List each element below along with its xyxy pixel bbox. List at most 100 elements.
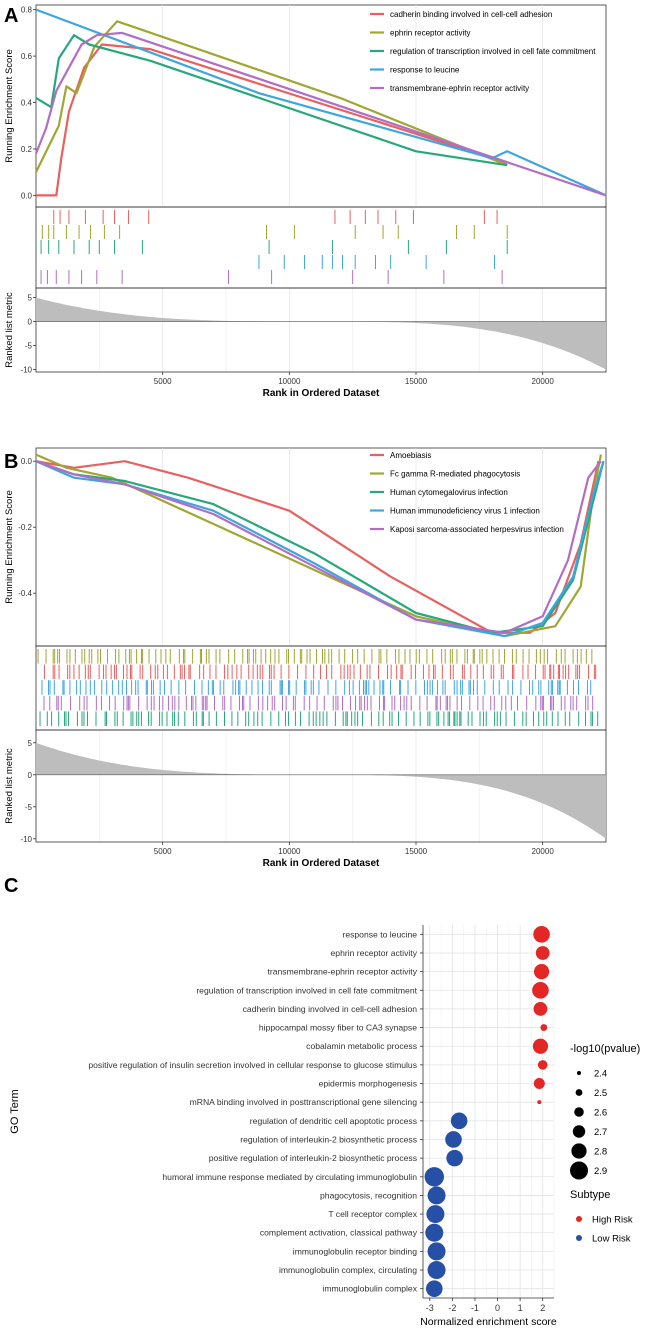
data-point xyxy=(425,1223,444,1242)
hits-frame xyxy=(35,206,607,289)
legend-label: response to leucine xyxy=(390,66,460,75)
y-tick-label: 0.2 xyxy=(21,145,33,154)
term-label: T cell receptor complex xyxy=(328,1209,417,1219)
data-point xyxy=(533,1078,545,1090)
legend-label: Amoebiasis xyxy=(390,451,431,460)
x-tick-label: 0 xyxy=(495,1303,500,1313)
term-label: immunoglobulin complex xyxy=(322,1284,417,1294)
ranked-metric-area xyxy=(36,297,606,370)
panel-a: A 0.0 0.2 0.4 0.6 0.8 Running Enrichment Score… xyxy=(4,4,607,399)
x-tick-label: -3 xyxy=(426,1303,434,1313)
x-tick-label: 5000 xyxy=(154,847,172,856)
metric-tick-label: -5 xyxy=(25,803,33,812)
data-point xyxy=(533,1002,548,1016)
color-legend-title: Subtype xyxy=(570,1189,610,1201)
term-label: ephrin receptor activity xyxy=(331,948,418,958)
term-label: positive regulation of interleukin-2 bio… xyxy=(209,1153,417,1163)
y-tick-label: -0.2 xyxy=(18,523,32,532)
term-label: positive regulation of insulin secretion… xyxy=(88,1060,417,1070)
y-tick-label: 0.8 xyxy=(21,6,33,15)
term-label: humoral immune response mediated by circ… xyxy=(162,1172,417,1182)
term-label: immunoglobulin complex, circulating xyxy=(279,1265,417,1275)
color-legend-dot xyxy=(576,1235,582,1241)
y-axis-label: Running Enrichment Score xyxy=(4,49,15,163)
y-tick-label: -0.4 xyxy=(18,589,32,598)
metric-axis-label: Ranked list metric xyxy=(4,292,15,368)
metric-tick-label: 0 xyxy=(28,318,33,327)
y-axis-label: Running Enrichment Score xyxy=(4,490,15,604)
panel-letter: C xyxy=(4,875,18,897)
term-label: mRNA binding involved in posttranscripti… xyxy=(190,1097,418,1107)
series-line-5 xyxy=(35,460,602,634)
color-legend-label: Low Risk xyxy=(592,1234,631,1245)
x-axis-label: Rank in Ordered Dataset xyxy=(263,388,380,399)
x-tick-label: 15000 xyxy=(405,847,428,856)
x-tick-label: 2 xyxy=(540,1303,545,1313)
legend-label: Human immunodeficiency virus 1 infection xyxy=(390,507,540,516)
data-point xyxy=(532,981,549,999)
term-label: regulation of dendritic cell apoptotic p… xyxy=(250,1116,417,1126)
term-label: immunoglobulin receptor binding xyxy=(293,1246,417,1256)
term-label: regulation of transcription involved in … xyxy=(196,985,417,995)
plot-frame xyxy=(35,4,607,208)
data-point xyxy=(540,1024,548,1031)
x-axis-label: Rank in Ordered Dataset xyxy=(263,858,380,869)
x-tick-label: -1 xyxy=(471,1303,479,1313)
size-legend-dot xyxy=(577,1071,581,1075)
series-line-5 xyxy=(34,31,607,197)
size-legend-label: 2.5 xyxy=(594,1088,607,1099)
x-tick-label: 1 xyxy=(518,1303,523,1313)
data-point xyxy=(537,1060,548,1070)
term-label: transmembrane-ephrin receptor activity xyxy=(268,967,418,977)
legend-label: Human cytomegalovirus infection xyxy=(390,488,508,497)
size-legend-label: 2.7 xyxy=(594,1127,607,1138)
data-point xyxy=(537,1100,542,1105)
series-line-2 xyxy=(35,453,602,638)
data-point xyxy=(426,1205,445,1224)
color-legend-dot xyxy=(576,1216,582,1222)
size-legend-dot xyxy=(574,1107,584,1117)
size-legend-label: 2.6 xyxy=(594,1108,607,1119)
metric-tick-label: -10 xyxy=(20,366,32,375)
metric-tick-label: 5 xyxy=(28,739,33,748)
size-legend-label: 2.4 xyxy=(594,1069,607,1080)
y-tick-label: 0.4 xyxy=(21,99,33,108)
y-tick-label: 0.6 xyxy=(21,52,33,61)
y-axis-label: GO Term xyxy=(9,1089,21,1133)
y-tick-label: 0.0 xyxy=(21,457,33,466)
legend-label: ephrin receptor activity xyxy=(390,29,470,38)
term-label: cobalamin metabolic process xyxy=(306,1041,417,1051)
ranked-metric-area xyxy=(36,742,606,839)
series-line-3 xyxy=(35,34,508,167)
size-legend-dot xyxy=(570,1161,588,1180)
data-point xyxy=(445,1131,462,1148)
legend-label: cadherin binding involved in cell-cell a… xyxy=(390,10,552,19)
size-legend-label: 2.8 xyxy=(594,1147,607,1158)
term-label: regulation of interleukin-2 biosynthetic… xyxy=(240,1134,417,1144)
x-tick-label: 15000 xyxy=(405,377,428,386)
legend-label: transmembrane-ephrin receptor activity xyxy=(390,84,529,93)
data-point xyxy=(427,1186,446,1205)
color-legend-label: High Risk xyxy=(592,1215,633,1226)
panel-letter: A xyxy=(4,5,18,27)
size-legend-dot xyxy=(572,1125,586,1138)
x-tick-label: 10000 xyxy=(278,377,301,386)
x-tick-label: -2 xyxy=(448,1303,456,1313)
size-legend-dot xyxy=(571,1143,587,1159)
data-point xyxy=(535,946,550,960)
metric-tick-label: -5 xyxy=(25,342,33,351)
plot-frame xyxy=(35,447,607,647)
x-tick-label: 5000 xyxy=(154,377,172,386)
legend-label: regulation of transcription involved in … xyxy=(390,47,596,56)
data-point xyxy=(425,1280,443,1297)
term-label: epidermis morphogenesis xyxy=(319,1079,417,1089)
legend-label: Kaposi sarcoma-associated herpesvirus in… xyxy=(390,525,564,534)
size-legend-label: 2.9 xyxy=(594,1166,607,1177)
term-label: complement activation, classical pathway xyxy=(260,1228,418,1238)
metric-axis-label: Ranked list metric xyxy=(4,748,15,824)
y-tick-label: 0.0 xyxy=(21,191,33,200)
x-tick-label: 20000 xyxy=(532,377,555,386)
